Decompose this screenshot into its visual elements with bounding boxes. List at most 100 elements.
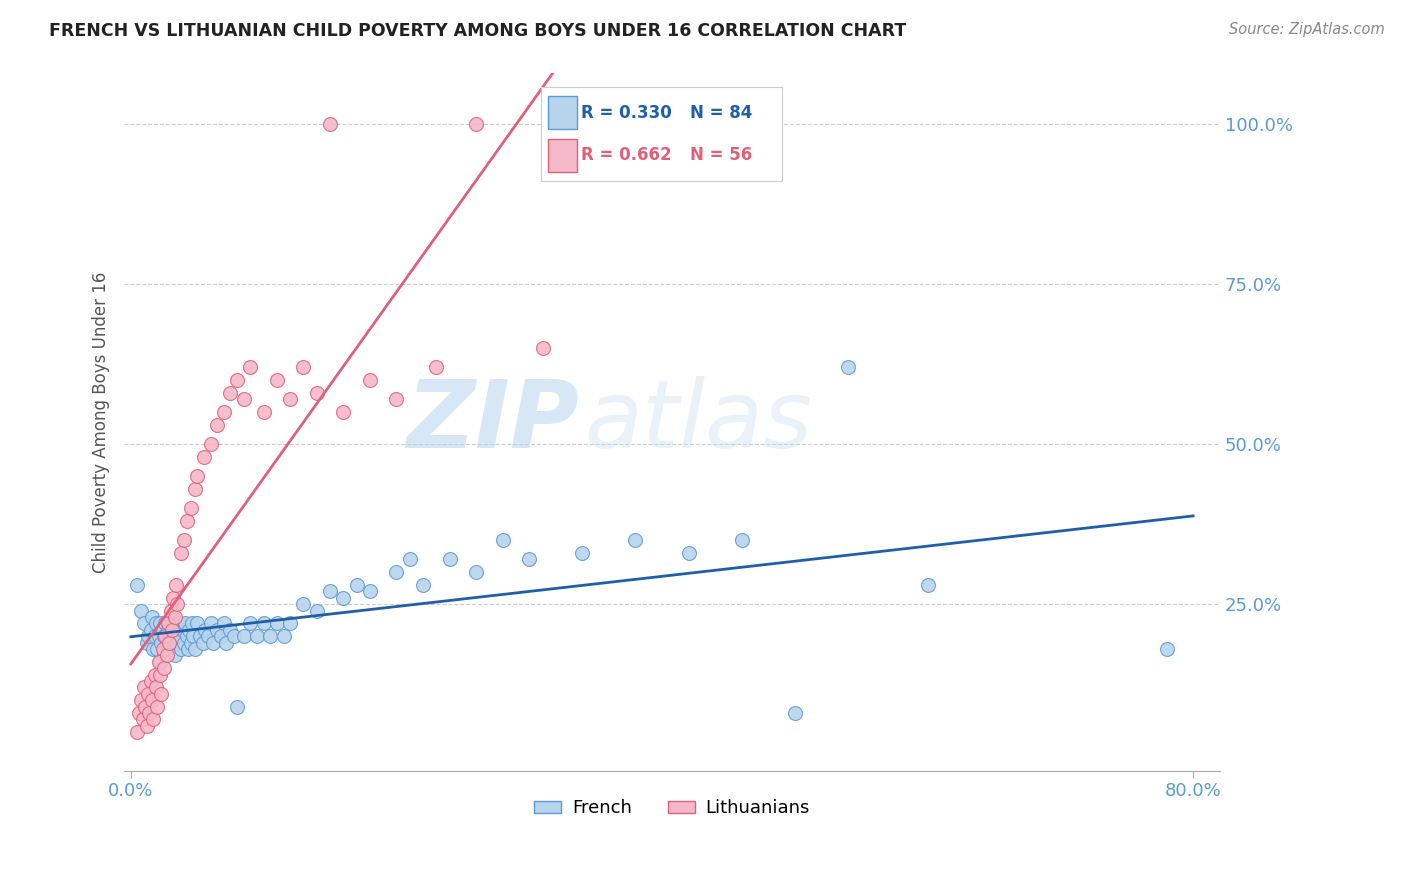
Point <box>143 667 166 681</box>
Point <box>142 713 165 727</box>
Point <box>165 578 187 592</box>
Point <box>181 629 204 643</box>
Point <box>332 405 354 419</box>
Point <box>385 392 408 407</box>
Point <box>319 584 342 599</box>
Legend: French, Lithuanians: French, Lithuanians <box>527 792 817 824</box>
Point <box>162 591 184 605</box>
Point <box>186 616 208 631</box>
Point <box>127 578 149 592</box>
Point <box>412 578 434 592</box>
Point <box>226 699 249 714</box>
Point <box>170 546 193 560</box>
Point <box>197 629 219 643</box>
Point <box>149 616 172 631</box>
Point <box>177 642 200 657</box>
Point <box>127 725 149 739</box>
Point <box>359 584 381 599</box>
Y-axis label: Child Poverty Among Boys Under 16: Child Poverty Among Boys Under 16 <box>93 271 110 573</box>
Point <box>165 623 187 637</box>
Point <box>134 699 156 714</box>
Point <box>259 629 281 643</box>
Point <box>148 629 170 643</box>
Point <box>305 604 328 618</box>
Point <box>166 635 188 649</box>
Point <box>135 719 157 733</box>
Point <box>153 648 176 663</box>
Point <box>183 482 205 496</box>
Text: ZIP: ZIP <box>406 376 579 467</box>
Point <box>134 616 156 631</box>
Point <box>162 635 184 649</box>
Point <box>146 699 169 714</box>
Point <box>439 552 461 566</box>
Point <box>278 392 301 407</box>
Point <box>160 616 183 631</box>
Point <box>136 687 159 701</box>
Point <box>142 642 165 657</box>
Point <box>172 623 194 637</box>
Point <box>783 706 806 720</box>
Point <box>152 642 174 657</box>
Point <box>160 623 183 637</box>
Point <box>571 546 593 560</box>
Point <box>226 373 249 387</box>
Point <box>678 546 700 560</box>
Point <box>173 635 195 649</box>
Point <box>731 533 754 548</box>
Point <box>239 616 262 631</box>
Point <box>191 635 214 649</box>
Point <box>246 629 269 643</box>
Point <box>166 597 188 611</box>
Point <box>157 616 180 631</box>
Point <box>224 629 246 643</box>
Point <box>134 681 156 695</box>
Point <box>145 681 167 695</box>
Point <box>169 629 191 643</box>
Point <box>232 392 254 407</box>
Point <box>149 667 172 681</box>
Point <box>186 469 208 483</box>
Point <box>149 655 172 669</box>
Point <box>212 405 235 419</box>
Point <box>141 610 163 624</box>
Point <box>212 616 235 631</box>
Text: FRENCH VS LITHUANIAN CHILD POVERTY AMONG BOYS UNDER 16 CORRELATION CHART: FRENCH VS LITHUANIAN CHILD POVERTY AMONG… <box>49 22 907 40</box>
Point <box>531 341 554 355</box>
Point <box>136 629 159 643</box>
Point <box>278 616 301 631</box>
Point <box>398 552 420 566</box>
Point <box>157 635 180 649</box>
Point <box>163 610 186 624</box>
Point <box>305 386 328 401</box>
Point <box>232 629 254 643</box>
Point <box>917 578 939 592</box>
Point <box>319 117 342 131</box>
Point <box>156 648 179 663</box>
Point <box>239 360 262 375</box>
Point <box>188 629 211 643</box>
Point <box>152 623 174 637</box>
Point <box>624 533 647 548</box>
Point <box>141 693 163 707</box>
Point <box>180 635 202 649</box>
Text: Source: ZipAtlas.com: Source: ZipAtlas.com <box>1229 22 1385 37</box>
Point <box>148 655 170 669</box>
Point <box>150 635 173 649</box>
Point <box>173 533 195 548</box>
Text: atlas: atlas <box>585 376 813 467</box>
Point <box>202 635 225 649</box>
Point <box>465 566 488 580</box>
Point <box>159 604 181 618</box>
Point <box>1156 642 1178 657</box>
Point <box>332 591 354 605</box>
Point <box>159 629 181 643</box>
Point <box>266 373 288 387</box>
Point <box>200 437 222 451</box>
Point <box>163 648 186 663</box>
Point <box>157 623 180 637</box>
Point <box>128 706 150 720</box>
Point <box>193 450 215 464</box>
Point <box>837 360 859 375</box>
Point <box>292 597 315 611</box>
